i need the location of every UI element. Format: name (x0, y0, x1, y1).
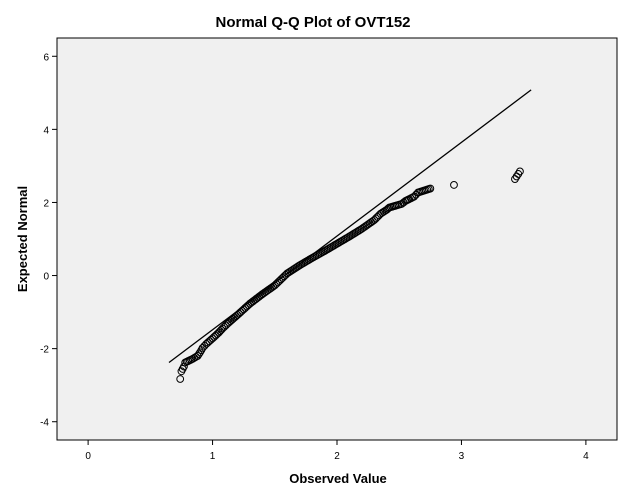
data-point (176, 375, 185, 383)
y-tick-label: 6 (43, 52, 49, 63)
plot-area (56, 37, 618, 441)
x-tick-label: 3 (459, 451, 465, 462)
y-tick-label: -2 (40, 345, 49, 356)
x-tick-label: 4 (583, 451, 589, 462)
x-axis-label: Observed Value (289, 471, 387, 486)
x-tick-label: 1 (210, 451, 216, 462)
chart-title: Normal Q-Q Plot of OVT152 (215, 14, 410, 31)
data-point (213, 330, 222, 338)
data-point (216, 327, 224, 336)
data-point (426, 184, 435, 193)
y-tick-label: 2 (43, 198, 49, 209)
y-axis-label: Expected Normal (15, 186, 30, 292)
data-point (196, 348, 205, 357)
x-tick-label: 0 (85, 451, 91, 462)
y-tick-label: -4 (40, 418, 49, 429)
x-tick-label: 2 (334, 451, 340, 462)
y-tick-label: 0 (43, 272, 49, 283)
x-axis-ticks: 0 1 2 3 4 (85, 440, 589, 462)
data-points (176, 167, 524, 383)
data-point (194, 350, 203, 359)
y-tick-label: 4 (43, 125, 49, 136)
data-point (450, 181, 458, 189)
data-point (516, 167, 524, 176)
y-axis-ticks: -4 -2 0 2 4 6 (40, 52, 57, 429)
